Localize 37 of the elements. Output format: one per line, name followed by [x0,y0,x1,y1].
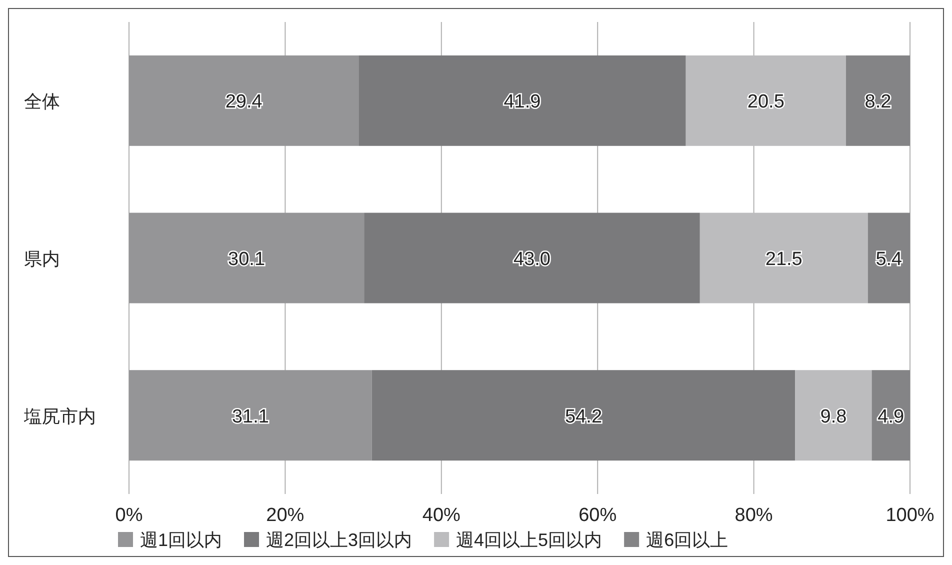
y-tick-label: 塩尻市内 [23,406,96,426]
data-label: 9.8 [820,406,847,428]
bar [129,370,372,461]
bar [795,370,872,461]
x-tick-label: 20% [266,505,304,526]
bar [364,212,700,304]
bar [129,212,364,304]
bar [700,212,868,304]
bar [129,55,359,146]
x-tick-label: 100% [886,505,934,526]
data-label: 31.1 [232,406,269,428]
data-label: 43.0 [514,249,550,270]
bar [686,55,846,146]
bar [846,55,910,146]
x-tick-label: 80% [734,505,773,526]
data-label: 54.2 [565,406,602,428]
data-label: 41.9 [504,92,541,113]
y-tick-label: 全体 [24,92,60,112]
x-tick-label: 0% [115,505,143,526]
y-tick-label: 県内 [24,249,60,269]
data-label: 29.4 [225,92,263,113]
data-label: 8.2 [864,92,892,113]
bar [872,370,910,461]
data-label: 30.1 [228,249,266,270]
bar [358,55,686,146]
legend-label: 週1回以内 [140,530,222,550]
data-label: 4.9 [878,406,904,428]
data-label: 20.5 [747,92,784,113]
x-tick-label: 60% [578,505,617,526]
data-label: 21.5 [765,249,802,270]
bar [868,212,910,304]
legend-label: 週2回以上3回以内 [266,530,412,550]
bar [372,370,796,461]
legend-label: 週4回以上5回以内 [456,530,602,550]
x-tick-label: 40% [422,505,461,526]
data-label: 5.4 [876,249,903,270]
legend-label: 週6回以上 [646,530,728,550]
